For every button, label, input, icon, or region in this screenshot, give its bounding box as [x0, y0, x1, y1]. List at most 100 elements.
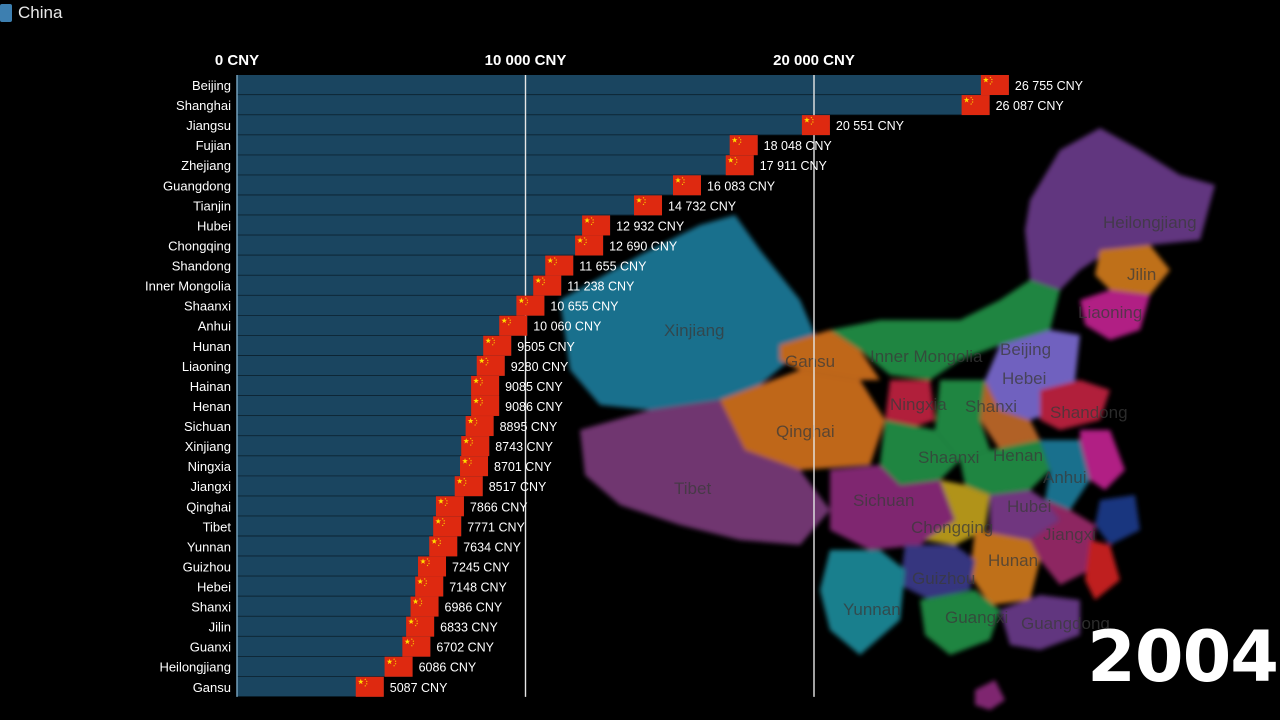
category-label: Shandong [172, 259, 231, 274]
bar [237, 355, 505, 376]
region-hubei [990, 490, 1060, 540]
category-label: Shaanxi [184, 299, 231, 314]
map-label: Tibet [674, 479, 711, 498]
bar [237, 616, 435, 637]
china-flag-icon [433, 516, 462, 537]
bar [237, 676, 384, 697]
value-label: 8517 CNY [489, 480, 547, 494]
region-tibet [580, 400, 830, 545]
category-label: Shanghai [176, 98, 231, 113]
china-flag-icon [410, 596, 439, 617]
china-flag-icon [483, 335, 512, 356]
bar [237, 456, 489, 476]
grid-lines [236, 75, 815, 697]
category-label: Jiangxi [191, 479, 232, 494]
bar [237, 496, 464, 516]
map-label: Xinjiang [664, 321, 725, 340]
category-label: Jilin [209, 620, 231, 635]
china-flag-icon [725, 155, 754, 176]
category-label: Shanxi [191, 600, 231, 615]
category-label: Heilongjiang [159, 660, 231, 675]
category-label: Hunan [193, 339, 231, 354]
map-label: Henan [993, 446, 1043, 465]
china-flag-icon [672, 175, 701, 196]
region-zhejiang [1095, 495, 1140, 545]
tab-color-swatch [0, 4, 12, 22]
map-label: Guangxi [945, 608, 1008, 627]
value-label: 26 087 CNY [996, 99, 1065, 113]
value-label: 10 060 CNY [533, 320, 602, 334]
bar [237, 235, 604, 255]
bars-group [237, 75, 1009, 697]
region-shaanxi [880, 420, 960, 485]
china-flag-icon [545, 255, 574, 276]
china-flag-icon [406, 616, 435, 637]
value-label: 8743 CNY [495, 440, 553, 454]
china-flag-icon [961, 95, 990, 116]
x-tick-label: 0 CNY [215, 52, 259, 69]
category-label: Yunnan [187, 539, 231, 554]
bar [237, 395, 500, 416]
region-guangxi [920, 590, 1000, 655]
region-ningxia [885, 380, 935, 430]
bar [237, 135, 758, 155]
china-flag-icon [499, 315, 528, 336]
labels-group: Beijing 26 755 CNY Shanghai 26 087 CNY Jiang… [145, 78, 1084, 695]
value-label: 6986 CNY [445, 601, 503, 615]
bar [237, 95, 990, 115]
value-label: 8895 CNY [500, 420, 558, 434]
map-label: Guizhou [912, 569, 975, 588]
category-label: Hebei [197, 580, 231, 595]
region-henan [960, 440, 1050, 495]
map-label: Liaoning [1078, 303, 1142, 322]
region-shandong [1040, 380, 1110, 430]
year-label: 2004 [1087, 616, 1279, 698]
china-flag-icon [476, 355, 505, 376]
bar [237, 195, 663, 215]
category-label: Chongqing [168, 238, 231, 253]
bar [237, 115, 830, 135]
bar [237, 416, 494, 436]
value-label: 9085 CNY [505, 380, 563, 394]
category-label: Xinjiang [185, 439, 231, 454]
map-label: Shaanxi [918, 448, 979, 467]
region-hebei [980, 380, 1040, 450]
category-label: Gansu [193, 680, 231, 695]
china-flag-icon [980, 75, 1009, 95]
category-label: Liaoning [182, 359, 231, 374]
bar [237, 375, 500, 396]
value-label: 9086 CNY [505, 400, 563, 414]
category-label: Inner Mongolia [145, 279, 232, 294]
value-label: 10 655 CNY [550, 300, 619, 314]
region-fujian [1085, 540, 1120, 600]
map-label: Jiangxi [1043, 525, 1096, 544]
category-label: Tibet [203, 519, 232, 534]
map-label: Hebei [1002, 369, 1046, 388]
region-shanxi [935, 380, 990, 460]
bar [237, 636, 431, 657]
map-label: Gansu [785, 352, 835, 371]
category-label: Qinghai [186, 499, 231, 514]
map-label: Heilongjiang [1103, 213, 1197, 232]
value-label: 7245 CNY [452, 560, 510, 574]
window-tab[interactable]: China [0, 0, 62, 26]
value-label: 8701 CNY [494, 460, 552, 474]
bar [237, 175, 701, 195]
x-tick-label: 20 000 CNY [773, 52, 855, 69]
value-label: 9505 CNY [517, 340, 575, 354]
china-flag-icon [471, 375, 500, 396]
bar [237, 75, 1009, 95]
tab-label: China [18, 3, 63, 22]
region-hainan [975, 680, 1005, 710]
china-flag-icon [454, 476, 483, 497]
category-label: Hubei [197, 218, 231, 233]
region-yunnan [820, 550, 905, 655]
value-label: 9280 CNY [511, 360, 569, 374]
value-label: 14 732 CNY [668, 199, 737, 213]
map-label: Anhui [1043, 468, 1086, 487]
china-flag-icon [460, 456, 489, 477]
map-label: Yunnan [843, 600, 901, 619]
map-label: Jilin [1127, 265, 1156, 284]
region-guangdong [1000, 595, 1080, 650]
